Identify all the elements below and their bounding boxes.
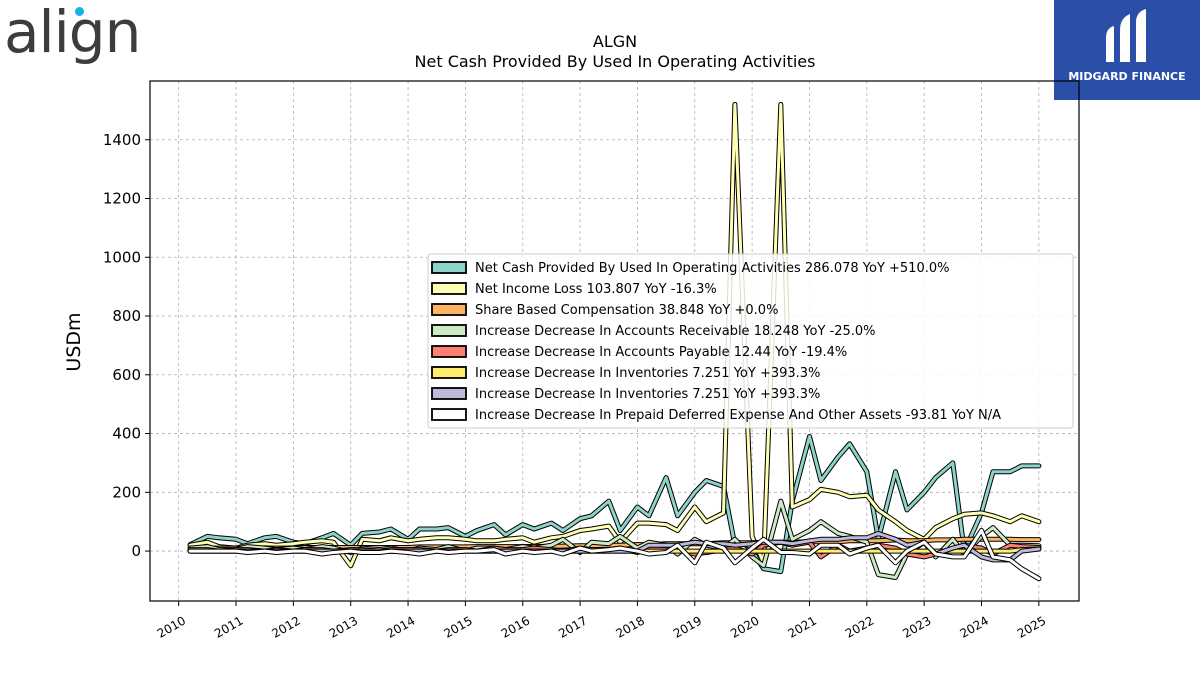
x-tick-label: 2023 xyxy=(900,613,933,640)
x-tick-label: 2011 xyxy=(212,613,245,640)
legend-box xyxy=(427,253,1074,429)
x-tick-label: 2014 xyxy=(384,613,417,640)
legend-swatch xyxy=(431,387,467,400)
legend-swatch xyxy=(431,303,467,316)
legend-item: Net Income Loss 103.807 YoY -16.3% xyxy=(431,282,717,297)
y-tick-label: 800 xyxy=(112,307,141,325)
x-tick-label: 2017 xyxy=(556,613,589,640)
x-tick-label: 2021 xyxy=(786,613,819,640)
align-logo-text: align xyxy=(4,0,141,66)
midgard-emblem-icon xyxy=(1106,9,1146,62)
x-tick-label: 2022 xyxy=(843,613,876,640)
legend-label: Increase Decrease In Accounts Receivable… xyxy=(475,324,876,339)
chart-subtitle: Net Cash Provided By Used In Operating A… xyxy=(415,52,816,71)
align-logo-dot xyxy=(75,7,84,16)
legend-swatch xyxy=(431,345,467,358)
x-tick-label: 2024 xyxy=(958,613,991,640)
midgard-finance-brand-text: MIDGARD FINANCE xyxy=(1068,70,1186,83)
y-axis-label: USDm xyxy=(63,312,85,371)
series-line xyxy=(188,103,1041,568)
series-7 xyxy=(187,528,1042,582)
y-axis: 0 200 400 600 800 1000 1200 1400 xyxy=(103,131,150,560)
legend-swatch xyxy=(431,282,467,295)
series-line xyxy=(188,529,1041,581)
legend-swatch xyxy=(431,366,467,379)
y-tick-label: 1000 xyxy=(103,248,141,266)
series-1 xyxy=(187,102,1042,569)
legend-label: Increase Decrease In Accounts Payable 12… xyxy=(475,345,847,360)
legend-swatch xyxy=(431,261,467,274)
y-tick-label: 1200 xyxy=(103,190,141,208)
series-0 xyxy=(187,434,1042,575)
series-line xyxy=(188,499,1041,579)
series-3 xyxy=(187,498,1042,580)
x-tick-label: 2025 xyxy=(1015,613,1048,640)
legend-item: Increase Decrease In Accounts Payable 12… xyxy=(431,345,847,360)
legend: Net Cash Provided By Used In Operating A… xyxy=(427,253,1074,429)
legend-label: Increase Decrease In Prepaid Deferred Ex… xyxy=(475,408,1001,423)
x-tick-label: 2010 xyxy=(155,613,188,640)
legend-swatch xyxy=(431,324,467,337)
midgard-finance-logo: MIDGARD FINANCE xyxy=(1054,0,1200,100)
x-tick-label: 2020 xyxy=(728,613,761,640)
legend-item: Increase Decrease In Inventories 7.251 Y… xyxy=(431,366,820,381)
x-tick-label: 2015 xyxy=(441,613,474,640)
y-tick-label: 1400 xyxy=(103,131,141,149)
legend-swatch xyxy=(431,408,467,421)
series-layer xyxy=(187,102,1042,582)
x-tick-label: 2013 xyxy=(327,613,360,640)
x-tick-label: 2019 xyxy=(671,613,704,640)
series-line xyxy=(188,435,1041,574)
legend-label: Net Cash Provided By Used In Operating A… xyxy=(475,261,949,276)
y-tick-label: 400 xyxy=(112,425,141,443)
chart-title: ALGN xyxy=(593,32,637,51)
y-tick-label: 0 xyxy=(131,542,141,560)
legend-item: Increase Decrease In Inventories 7.251 Y… xyxy=(431,387,820,402)
align-logo: align xyxy=(4,0,141,66)
plot-frame xyxy=(149,80,1080,602)
x-axis: 2010 2011 2012 2013 2014 2015 2016 2017 2018 2019… xyxy=(155,601,1048,641)
legend-item: Net Cash Provided By Used In Operating A… xyxy=(431,261,949,276)
legend-item: Increase Decrease In Prepaid Deferred Ex… xyxy=(431,408,1001,423)
legend-label: Net Income Loss 103.807 YoY -16.3% xyxy=(475,282,717,297)
x-tick-label: 2018 xyxy=(613,613,646,640)
legend-label: Increase Decrease In Inventories 7.251 Y… xyxy=(475,387,820,402)
x-tick-label: 2012 xyxy=(269,613,302,640)
legend-item: Increase Decrease In Accounts Receivable… xyxy=(431,324,876,339)
legend-item: Share Based Compensation 38.848 YoY +0.0… xyxy=(431,303,778,318)
legend-label: Increase Decrease In Inventories 7.251 Y… xyxy=(475,366,820,381)
legend-label: Share Based Compensation 38.848 YoY +0.0… xyxy=(475,303,778,318)
y-tick-label: 200 xyxy=(112,483,141,501)
y-tick-label: 600 xyxy=(112,366,141,384)
x-tick-label: 2016 xyxy=(499,613,532,640)
